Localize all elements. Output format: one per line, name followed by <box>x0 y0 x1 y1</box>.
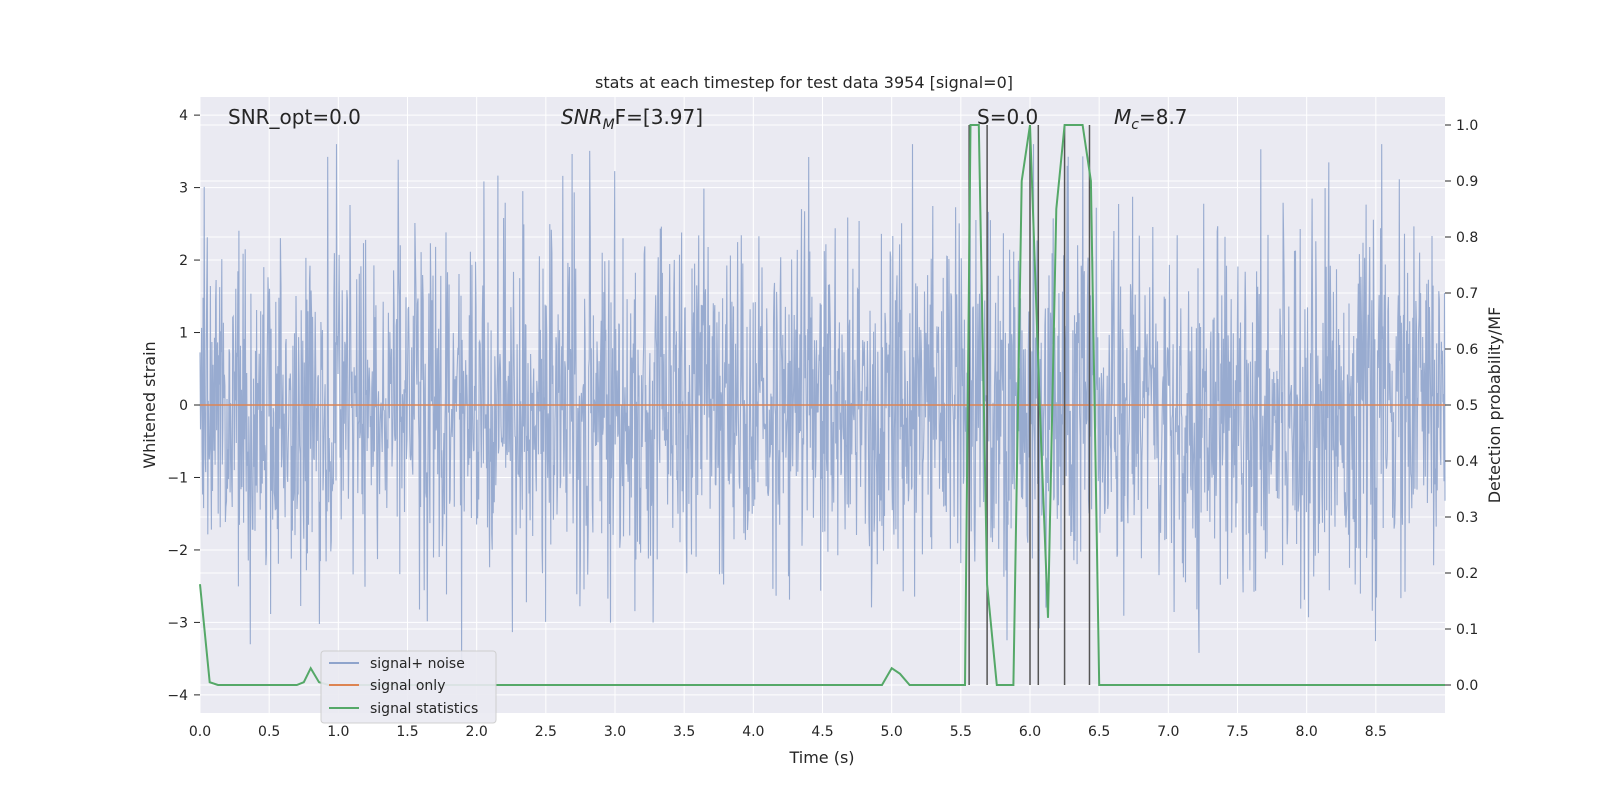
y-right-axis-ticks: 0.0 0.1 0.2 0.3 0.4 0.5 0.6 0.7 0.8 0.9 1.0 <box>1445 118 1478 694</box>
snr-mf-suffix: F=[3.97] <box>615 105 703 129</box>
snr-opt-annotation: SNR_opt=0.0 <box>228 105 361 129</box>
y-right-tick-label: 0.0 <box>1456 678 1478 694</box>
y-right-tick-label: 0.9 <box>1456 174 1478 190</box>
y-left-tick-label: −3 <box>167 615 188 631</box>
x-tick-label: 6.0 <box>1019 724 1041 740</box>
signal-statistics-line <box>199 124 1445 686</box>
y-left-tick-label: 0 <box>179 398 188 414</box>
y-left-tick-label: 1 <box>179 326 188 342</box>
y-right-tick-label: 0.6 <box>1456 342 1478 358</box>
mc-suffix: =8.7 <box>1139 105 1188 129</box>
snr-mf-annotation: SNRMF=[3.97] <box>561 105 703 133</box>
signal-noise-line <box>199 144 1446 666</box>
x-tick-label: 8.5 <box>1365 724 1387 740</box>
x-tick-label: 3.0 <box>604 724 626 740</box>
y-left-tick-label: 2 <box>179 253 188 269</box>
signal-statistics-series <box>199 124 1445 686</box>
s-annotation: S=0.0 <box>977 105 1038 129</box>
x-tick-label: 5.0 <box>881 724 903 740</box>
y-right-tick-label: 0.8 <box>1456 230 1478 246</box>
y-right-tick-label: 0.2 <box>1456 566 1478 582</box>
y-left-tick-label: 3 <box>179 181 188 197</box>
x-axis-label: Time (s) <box>788 748 854 767</box>
mc-annotation: Mc=8.7 <box>1114 105 1188 133</box>
y-left-axis-ticks: −4 −3 −2 −1 0 1 2 3 4 <box>167 108 200 704</box>
legend-label-signal-noise: signal+ noise <box>370 656 465 672</box>
signal-noise-series <box>199 144 1446 666</box>
x-tick-label: 6.5 <box>1088 724 1110 740</box>
snr-mf-sub: M <box>603 117 615 133</box>
x-tick-label: 7.5 <box>1226 724 1248 740</box>
y-left-tick-label: −1 <box>167 470 188 486</box>
y-right-tick-label: 0.5 <box>1456 398 1478 414</box>
snr-mf-prefix: SNR <box>561 105 603 129</box>
mc-sub: c <box>1131 117 1139 133</box>
y-left-axis-label: Whitened strain <box>140 341 159 468</box>
legend: signal+ noise signal only signal statist… <box>320 650 497 724</box>
y-right-tick-label: 0.7 <box>1456 286 1478 302</box>
y-right-tick-label: 0.4 <box>1456 454 1478 470</box>
x-tick-label: 2.5 <box>535 724 557 740</box>
x-tick-label: 4.5 <box>811 724 833 740</box>
x-tick-label: 5.5 <box>950 724 972 740</box>
y-right-tick-label: 0.1 <box>1456 622 1478 638</box>
y-right-axis-label: Detection probability/MF <box>1485 307 1504 504</box>
y-left-tick-label: −4 <box>167 688 188 704</box>
x-tick-label: 8.0 <box>1296 724 1318 740</box>
y-left-tick-label: −2 <box>167 543 188 559</box>
y-right-tick-label: 0.3 <box>1456 510 1478 526</box>
x-tick-label: 1.0 <box>327 724 349 740</box>
x-axis-ticks: 0.0 0.5 1.0 1.5 2.0 2.5 3.0 3.5 4.0 4.5 5.0 5.5 6.0 6… <box>189 724 1387 740</box>
legend-label-signal-statistics: signal statistics <box>370 701 478 717</box>
legend-box <box>320 650 497 724</box>
x-tick-label: 1.5 <box>396 724 418 740</box>
x-tick-label: 3.5 <box>673 724 695 740</box>
mc-prefix: M <box>1114 105 1131 129</box>
chart-title: stats at each timestep for test data 395… <box>595 73 1013 92</box>
x-tick-label: 2.0 <box>466 724 488 740</box>
x-tick-label: 7.0 <box>1157 724 1179 740</box>
x-tick-label: 4.0 <box>742 724 764 740</box>
legend-label-signal-only: signal only <box>370 678 445 694</box>
x-tick-label: 0.0 <box>189 724 211 740</box>
y-left-tick-label: 4 <box>179 108 188 124</box>
x-tick-label: 0.5 <box>258 724 280 740</box>
y-right-tick-label: 1.0 <box>1456 118 1478 134</box>
